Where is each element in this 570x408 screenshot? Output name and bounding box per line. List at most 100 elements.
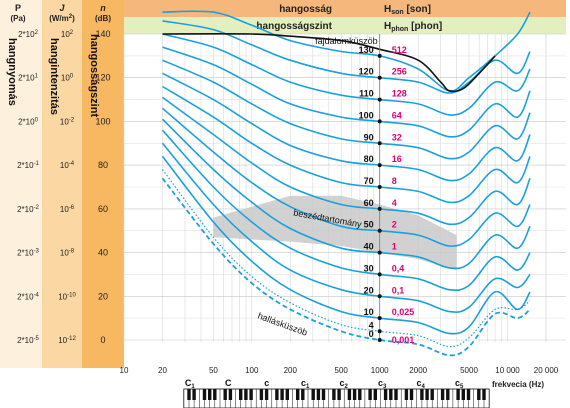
son-label: 32 xyxy=(392,132,402,142)
son-label: 0,001 xyxy=(392,335,415,345)
level-header-bar xyxy=(124,17,566,34)
phon-label: 80 xyxy=(364,154,374,164)
phon-label: 130 xyxy=(359,45,374,55)
x-tick-label: 1000 xyxy=(371,366,389,375)
piano-black-key xyxy=(213,389,217,400)
phon-point xyxy=(377,163,382,168)
phon-point xyxy=(377,294,382,299)
phon-label: 120 xyxy=(359,67,374,77)
son-label: 8 xyxy=(392,176,397,186)
db-tick-label: 0 xyxy=(100,335,105,345)
phon-point xyxy=(377,272,382,277)
piano-black-key xyxy=(409,389,414,400)
phon-point xyxy=(377,338,382,342)
pressure-value: 2*10-4 xyxy=(17,292,39,301)
phon-point xyxy=(377,228,382,233)
phon-point xyxy=(377,316,382,321)
db-tick-label: 60 xyxy=(98,204,108,214)
pressure-column-bg xyxy=(0,0,42,368)
piano-black-key xyxy=(311,389,315,400)
intensity-value: 102 xyxy=(61,30,74,39)
pressure-value: 2*10-5 xyxy=(17,336,39,345)
x-tick-label: 200 xyxy=(284,366,298,375)
pain-threshold-curve xyxy=(162,33,496,93)
piano-black-key xyxy=(347,389,352,400)
piano-black-key xyxy=(368,389,372,400)
loudness-curves xyxy=(161,10,531,357)
loudness-curve-80 xyxy=(162,72,531,182)
piano-black-key xyxy=(466,389,471,400)
intensity-column-bg xyxy=(42,0,82,368)
phon-label: 100 xyxy=(359,110,374,120)
piano-black-key xyxy=(187,389,191,400)
x-tick-label: 10 xyxy=(120,366,129,375)
pressure-value: 2*100 xyxy=(18,117,38,126)
piano-note-label: c2 xyxy=(340,378,349,390)
db-tick-label: 100 xyxy=(95,116,110,126)
piano-note-label: C1 xyxy=(185,378,196,390)
phon-point xyxy=(377,119,382,124)
son-label: 2 xyxy=(392,220,397,230)
loudness-curve-20 xyxy=(161,142,531,313)
phon-label: 0 xyxy=(369,329,374,339)
piano-note-label: c3 xyxy=(378,378,387,390)
loudness-curve-130 xyxy=(162,10,531,92)
intensity-symbol: J xyxy=(59,3,65,13)
header-level: hangosságszint xyxy=(256,21,332,32)
phon-point xyxy=(377,329,382,334)
piano-black-key xyxy=(296,389,300,400)
intensity-value: 10-6 xyxy=(60,205,75,214)
header-loudness: hangosság xyxy=(279,4,332,15)
pressure-value: 2*101 xyxy=(18,74,38,83)
piano-black-key xyxy=(301,389,305,400)
phon-point xyxy=(377,75,382,80)
level-unit: (dB) xyxy=(95,14,111,23)
piano-note-label: C xyxy=(225,378,232,388)
x-tick-label: 50 xyxy=(209,366,218,375)
piano-black-key xyxy=(420,389,424,400)
pressure-value: 2*10-3 xyxy=(17,249,39,258)
phon-label: 10 xyxy=(364,307,374,317)
x-tick-label: 10 000 xyxy=(495,366,520,375)
pain-label: fájdalomküszöb xyxy=(315,36,378,46)
pressure-label: hangnyomás xyxy=(6,38,18,106)
piano-black-key xyxy=(249,389,253,400)
piano-black-key xyxy=(404,389,409,400)
speech-range-area xyxy=(213,195,457,271)
son-label: 256 xyxy=(392,67,407,77)
piano-black-key xyxy=(352,389,357,400)
header-loudness-unit: Hson [son] xyxy=(384,4,431,16)
grid xyxy=(123,33,566,342)
loudness-curve-120 xyxy=(162,20,531,94)
header-level-unit: Hphon [phon] xyxy=(384,21,442,33)
pressure-value: 2*10-1 xyxy=(17,161,39,170)
piano-black-key xyxy=(446,389,450,400)
db-tick-label: 20 xyxy=(98,291,108,301)
son-label: 0,4 xyxy=(392,263,405,273)
x-tick-label: 5000 xyxy=(460,366,478,375)
loudness-curve-60 xyxy=(162,96,531,226)
piano-black-key xyxy=(285,389,289,400)
piano-black-key xyxy=(337,389,341,400)
piano-black-key xyxy=(228,389,233,400)
loudness-curve-0 xyxy=(161,177,531,357)
piano-note-label: c5 xyxy=(455,378,464,390)
piano-black-key xyxy=(223,389,227,400)
piano-black-key xyxy=(192,389,196,400)
x-tick-label: 20 xyxy=(158,366,167,375)
pressure-symbol: P xyxy=(15,3,21,13)
phon-label: 40 xyxy=(364,242,374,252)
loudness-curve-50 xyxy=(161,107,531,247)
piano-black-key xyxy=(202,389,207,400)
phon-point xyxy=(377,206,382,211)
x-axis: 10 20 50 100 200 500 1000 2000 5000 10 000 20 000 f… xyxy=(120,366,559,389)
phon-point xyxy=(377,97,382,102)
phon-point xyxy=(377,185,382,189)
db-tick-label: 40 xyxy=(98,248,108,258)
son-label: 128 xyxy=(392,89,407,99)
intensity-value: 10-4 xyxy=(60,161,75,170)
piano-black-key xyxy=(259,389,264,400)
phon-label: 70 xyxy=(364,176,374,186)
piano-black-key xyxy=(316,389,321,400)
